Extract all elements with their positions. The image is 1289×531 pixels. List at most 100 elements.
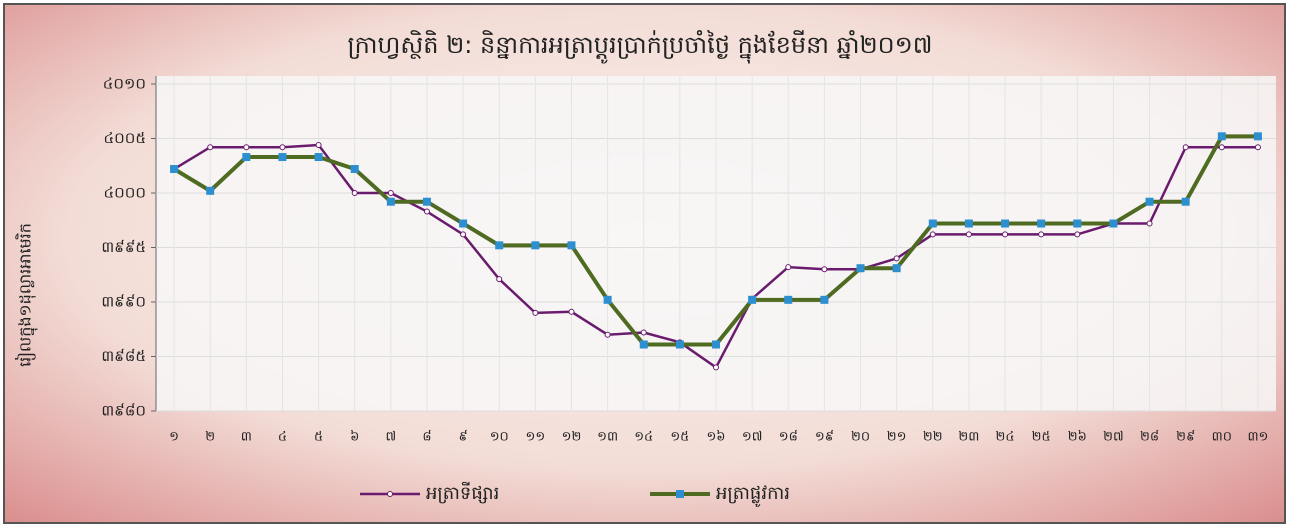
marker [567, 241, 576, 250]
marker [1218, 144, 1225, 151]
marker [820, 295, 829, 304]
x-tick-label: ២៩ [1176, 430, 1195, 445]
marker [243, 144, 250, 151]
marker [1182, 144, 1189, 151]
x-tick-label: ២ [205, 430, 215, 445]
x-tick-label: ២០ [851, 430, 870, 445]
marker [170, 165, 179, 174]
y-tick-label: ៤០០៥ [104, 129, 146, 147]
x-tick-label: ១១ [526, 430, 546, 445]
marker [206, 186, 215, 195]
x-tick-label: ១ [169, 430, 179, 445]
y-tick-label: ៤០១០ [103, 75, 146, 93]
marker [278, 153, 287, 162]
x-tick-label: ១៧ [742, 430, 763, 445]
x-tick-label: ៨ [422, 430, 431, 445]
legend-label: អត្រាផ្លូវការ [716, 483, 790, 507]
marker [1001, 219, 1010, 228]
marker [532, 309, 539, 316]
marker [821, 266, 828, 273]
marker [422, 197, 431, 206]
x-tick-label: ៧ [386, 430, 397, 445]
x-tick-label: ៩ [458, 430, 467, 445]
marker [242, 153, 251, 162]
marker [459, 219, 468, 228]
marker [1254, 144, 1261, 151]
marker [386, 197, 395, 206]
marker [1109, 219, 1118, 228]
x-tick-label: ៤ [278, 430, 287, 445]
x-tick-label: ២៣ [958, 430, 979, 445]
chart-title: ក្រាហ្វស្ថិតិ ២: និន្នាការអត្រាប្តូរប្រា… [348, 30, 933, 64]
x-tick-label: ២៦ [1068, 430, 1087, 445]
x-tick-label: ១៩ [815, 430, 834, 445]
marker [856, 264, 865, 273]
marker [1037, 219, 1046, 228]
x-tick-label: ២៥ [1032, 430, 1051, 445]
y-tick-label: ៣៩៨០ [101, 402, 146, 420]
marker [712, 340, 720, 349]
y-tick-label: ៣៩៩០ [101, 293, 146, 311]
x-tick-label: ១៣ [597, 430, 618, 445]
marker [965, 231, 972, 238]
marker [964, 219, 973, 228]
marker [639, 340, 648, 349]
marker [496, 276, 503, 283]
marker [1038, 231, 1045, 238]
x-tick-label: ៥ [314, 430, 323, 445]
x-tick-label: ១៥ [670, 430, 689, 445]
marker [1073, 219, 1082, 228]
y-tick-label: ៣៩៨៥ [101, 347, 146, 365]
marker [675, 340, 684, 349]
marker [1074, 231, 1081, 238]
marker [1145, 197, 1154, 206]
marker [350, 165, 359, 174]
marker [603, 295, 612, 304]
marker [929, 231, 936, 238]
x-tick-label: ២៧ [1103, 430, 1124, 445]
x-tick-label: ២៨ [1140, 430, 1159, 445]
marker [423, 208, 430, 215]
x-tick-label: ១៨ [779, 430, 798, 445]
marker [387, 190, 394, 196]
x-tick-label: ១៤ [634, 430, 653, 445]
marker [1253, 132, 1262, 141]
marker [892, 264, 901, 273]
marker [460, 231, 467, 238]
marker [531, 241, 540, 250]
marker [1146, 220, 1153, 227]
x-tick-label: ១២ [562, 430, 582, 445]
x-tick-label: ៣ [241, 430, 252, 445]
marker [784, 295, 793, 304]
marker [713, 364, 719, 371]
x-tick-label: ៣១ [1247, 430, 1268, 445]
legend-marker [387, 491, 393, 497]
marker [568, 308, 575, 315]
marker [1217, 132, 1226, 141]
x-tick-label: ៦ [350, 430, 359, 445]
marker [604, 331, 611, 338]
marker [1181, 197, 1190, 206]
marker [351, 190, 358, 196]
marker [495, 241, 504, 250]
legend-label: អត្រាទីផ្សារ [426, 481, 499, 504]
marker [928, 219, 937, 228]
marker [279, 144, 286, 151]
marker [1002, 231, 1009, 238]
marker [315, 142, 322, 149]
marker [893, 255, 900, 262]
y-tick-label: ៣៩៩៥ [101, 238, 146, 256]
marker [314, 153, 323, 162]
marker [748, 295, 757, 304]
marker [785, 264, 792, 271]
legend-marker [676, 490, 684, 498]
x-tick-label: ២៤ [996, 430, 1015, 445]
x-tick-label: ១៦ [706, 430, 725, 445]
marker [207, 144, 214, 151]
x-tick-label: ២១ [887, 430, 907, 445]
marker [640, 329, 647, 336]
x-tick-label: ១០ [490, 430, 509, 445]
x-tick-label: ២២ [923, 430, 943, 445]
x-tick-label: ៣០ [1212, 430, 1232, 445]
